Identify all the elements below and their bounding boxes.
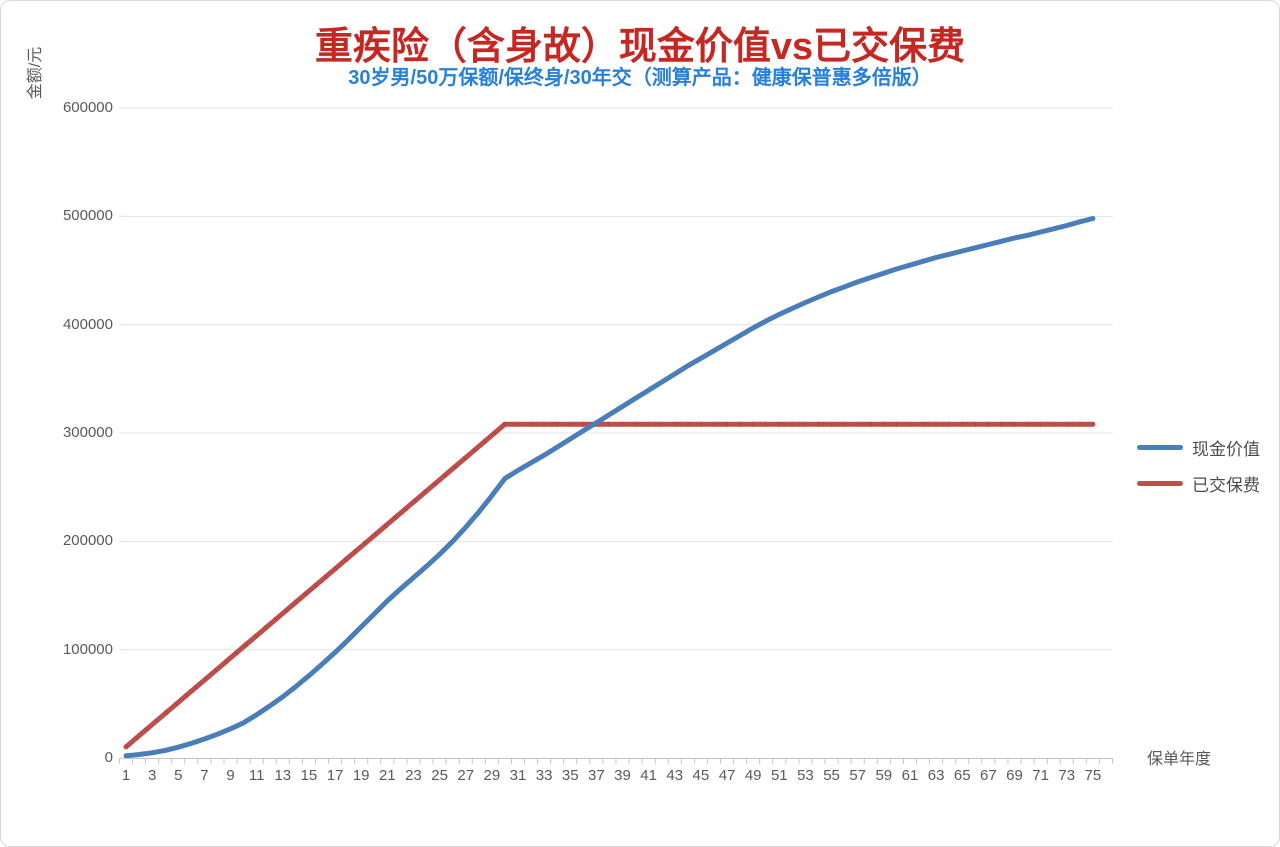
premium-paid-point-markers	[124, 421, 1093, 749]
y-axis-title: 金额/元	[27, 46, 44, 100]
y-tick-label: 500000	[62, 207, 113, 225]
x-tick-label: 47	[718, 767, 736, 784]
y-tick-label: 100000	[62, 640, 113, 658]
cash-value-line	[123, 216, 1096, 759]
x-tick-label: 21	[378, 767, 396, 784]
cash-value-line-marker	[1137, 445, 1183, 450]
x-tick-label: 69	[1006, 767, 1023, 784]
x-tick-label: 49	[744, 767, 762, 784]
legend-label-cash-value: 现金价值	[1192, 440, 1260, 459]
x-tick-label: 53	[797, 767, 814, 784]
y-tick-label: 300000	[62, 424, 113, 441]
x-tick-label: 27	[457, 767, 475, 784]
chart-subtitle: 30岁男/50万保额/保终身/30年交（测算产品：健康保普惠多倍版）	[348, 67, 932, 89]
x-tick-label: 57	[849, 767, 867, 784]
x-tick-label: 23	[405, 767, 422, 784]
premium-paid-line-marker	[1137, 481, 1183, 486]
legend-item-premium-paid[interactable]: 已交保费	[1137, 471, 1260, 496]
legend: 现金价值 已交保费	[1137, 435, 1260, 507]
x-tick-label: 31	[509, 767, 527, 784]
y-tick-label: 0	[104, 749, 113, 766]
x-tick-label: 33	[535, 767, 553, 784]
y-tick-label: 200000	[62, 532, 113, 550]
x-tick-label: 71	[1032, 767, 1049, 784]
x-tick-label: 17	[326, 767, 344, 784]
x-tick-label: 1	[121, 767, 131, 784]
x-tick-label: 5	[174, 767, 183, 784]
x-tick-label: 51	[770, 767, 788, 784]
x-tick-label: 67	[980, 767, 997, 784]
x-tick-label: 61	[901, 767, 919, 784]
x-tick-label: 73	[1058, 767, 1076, 784]
x-tick-label: 37	[588, 767, 605, 784]
x-tick-label: 59	[875, 767, 893, 784]
x-tick-label: 39	[614, 767, 631, 784]
legend-label-premium-paid: 已交保费	[1192, 476, 1260, 495]
x-axis-title: 保单年度	[1147, 751, 1212, 768]
x-tick-label: 19	[352, 767, 370, 784]
x-tick-label: 7	[200, 767, 209, 784]
x-tick-label: 45	[692, 767, 710, 784]
x-tick-label: 15	[300, 767, 318, 784]
x-tick-label: 63	[927, 767, 945, 784]
x-tick-label: 25	[431, 767, 448, 784]
x-tick-label: 9	[226, 767, 235, 784]
x-tick-label: 65	[953, 767, 971, 784]
x-tick-label: 29	[483, 767, 501, 784]
premium-paid-line	[123, 421, 1096, 750]
x-tick-label: 55	[823, 767, 840, 784]
x-tick-label: 35	[561, 767, 579, 784]
x-tick-label: 43	[666, 767, 684, 784]
x-tick-label: 3	[147, 767, 157, 784]
x-tick-label: 41	[640, 767, 657, 784]
chart-title: 重疾险（含身故）现金价值vs已交保费	[314, 26, 966, 68]
x-tick-label: 11	[248, 767, 265, 784]
y-tick-label: 400000	[62, 315, 113, 333]
y-tick-label: 600000	[62, 99, 113, 116]
legend-item-cash-value[interactable]: 现金价值	[1137, 435, 1260, 460]
x-tick-label: 75	[1084, 767, 1102, 784]
x-tick-label: 13	[274, 767, 292, 784]
